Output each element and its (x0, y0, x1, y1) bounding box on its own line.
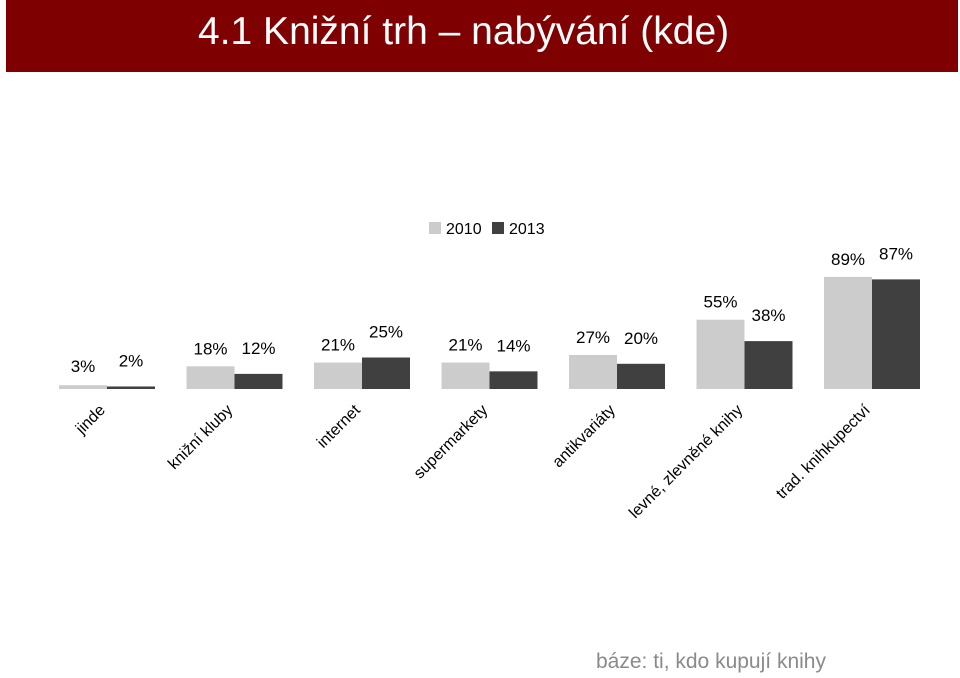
bar-2010-5 (696, 319, 745, 389)
category-label-6: trad. knihkupectví (773, 401, 874, 502)
legend-label-2013: 2013 (509, 221, 545, 238)
bar-2010-1 (186, 366, 235, 389)
data-label-2010-2: 21% (321, 336, 355, 355)
legend-swatch-2010 (429, 222, 441, 234)
data-label-2010-5: 55% (703, 293, 737, 312)
bar-2013-5 (744, 341, 793, 389)
bar-2010-2 (314, 362, 362, 389)
bar-2010-0 (59, 385, 107, 389)
bar-2013-2 (362, 357, 410, 389)
legend-label-2010: 2010 (446, 221, 482, 238)
category-label-0: jinde (72, 402, 109, 439)
data-label-2010-0: 3% (71, 357, 96, 376)
data-label-2013-2: 25% (369, 323, 403, 342)
legend-swatch-2013 (492, 222, 504, 234)
data-label-2010-3: 21% (448, 336, 482, 355)
bar-2013-3 (489, 371, 538, 389)
data-label-2013-5: 38% (751, 306, 785, 325)
bar-2013-4 (617, 363, 665, 389)
bar-2013-1 (234, 373, 283, 389)
bar-2010-6 (824, 276, 872, 389)
data-label-2013-1: 12% (241, 339, 275, 358)
data-label-2013-6: 87% (879, 244, 913, 263)
bar-2013-6 (872, 279, 920, 389)
category-label-5: levné, zlevněné knihy (626, 402, 746, 522)
data-label-2013-0: 2% (119, 351, 144, 370)
data-label-2013-4: 20% (624, 329, 658, 348)
category-label-1: knižní kluby (165, 402, 236, 473)
page-title: 4.1 Knižní trh – nabývání (kde) (198, 10, 730, 53)
data-label-2010-1: 18% (193, 339, 227, 358)
bar-2010-4 (569, 354, 617, 389)
category-label-3: supermarkety (411, 402, 492, 483)
bar-2013-0 (107, 386, 155, 389)
title-bar: 4.1 Knižní trh – nabývání (kde) (6, 0, 958, 72)
category-label-2: internet (314, 401, 364, 451)
data-label-2013-3: 14% (496, 336, 530, 355)
bar-2010-3 (441, 362, 490, 389)
footnote: báze: ti, kdo kupují knihy (596, 650, 826, 673)
category-label-4: antikvariáty (550, 402, 619, 471)
data-label-2010-6: 89% (831, 250, 865, 269)
data-label-2010-4: 27% (576, 328, 610, 347)
